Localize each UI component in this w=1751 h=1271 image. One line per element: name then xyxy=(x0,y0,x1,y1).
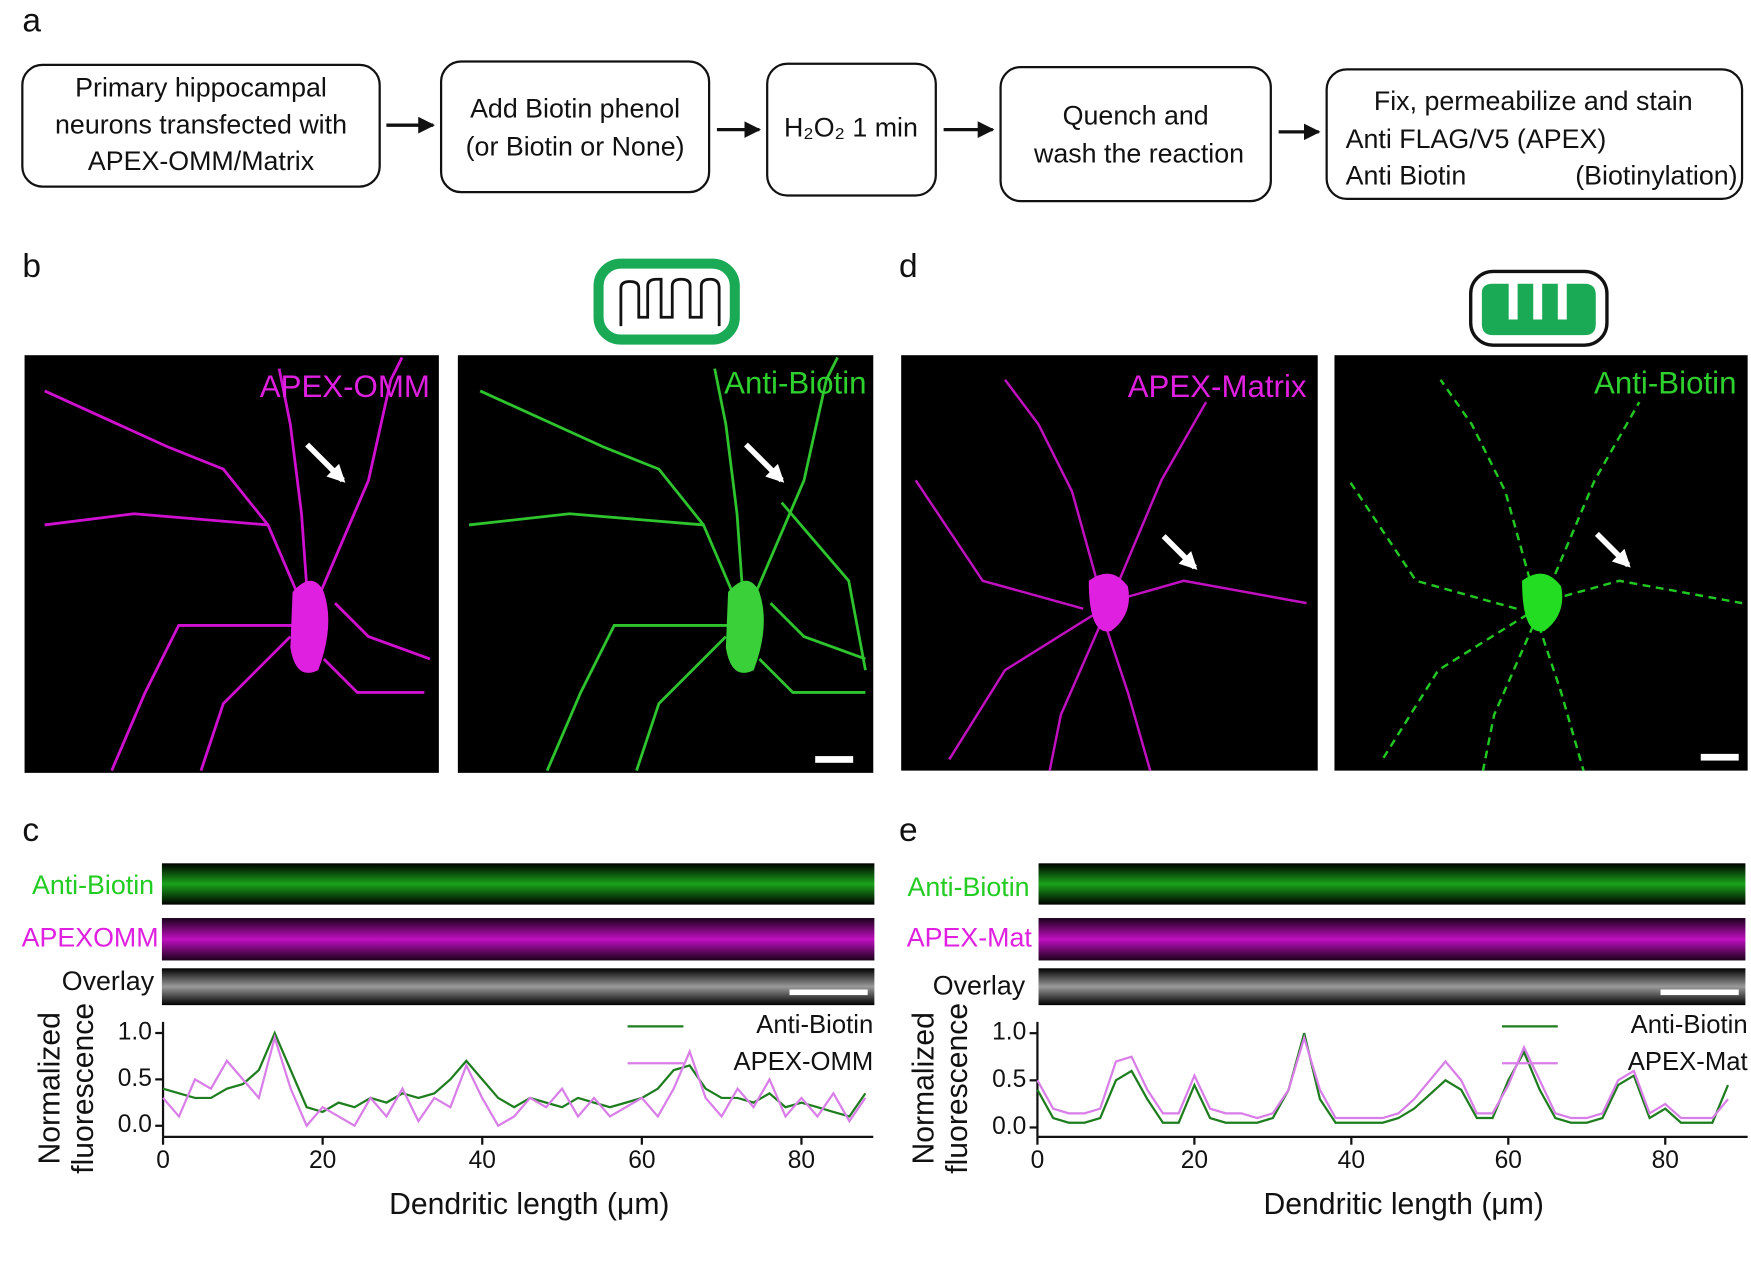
strip-label: Overlay xyxy=(62,966,155,996)
y-axis-label: fluorescence xyxy=(941,1003,974,1174)
legend-label: Anti-Biotin xyxy=(756,1011,873,1039)
x-tick-label: 80 xyxy=(788,1147,815,1174)
step-text: Quench and xyxy=(1063,100,1209,130)
y-tick-label: 1.0 xyxy=(992,1019,1026,1046)
x-tick-label: 40 xyxy=(469,1147,496,1174)
y-tick-label: 0.0 xyxy=(992,1113,1026,1140)
y-tick-label: 0.5 xyxy=(992,1066,1026,1093)
panel-label: a xyxy=(22,2,41,39)
image-label: APEX-OMM xyxy=(260,369,430,404)
step-text: APEX-OMM/Matrix xyxy=(88,146,315,176)
step-box xyxy=(1325,68,1744,200)
y-axis-label: Normalized xyxy=(33,1012,66,1164)
x-tick-label: 20 xyxy=(1181,1147,1208,1174)
step-text: Primary hippocampal xyxy=(75,73,327,103)
strips: Anti-Biotin APEX-Mat Overlay xyxy=(907,863,1746,1006)
panel-label: b xyxy=(22,248,41,285)
x-tick-label: 60 xyxy=(628,1147,655,1174)
step-text: wash the reaction xyxy=(1033,138,1244,168)
image-label: APEX-Matrix xyxy=(1128,369,1307,404)
flowchart: Primary hippocampal neurons transfected … xyxy=(21,60,1744,203)
micrograph: Anti-Biotin xyxy=(1334,355,1748,771)
legend-label: APEX-OMM xyxy=(733,1048,873,1076)
mito-icon-matrix xyxy=(1469,269,1609,347)
x-tick-label: 20 xyxy=(309,1147,336,1174)
micrograph: APEX-Matrix xyxy=(901,355,1318,771)
step-box xyxy=(439,60,711,194)
y-tick-label: 1.0 xyxy=(118,1018,152,1045)
x-tick-label: 0 xyxy=(1031,1147,1045,1174)
image-label: Anti-Biotin xyxy=(724,366,866,401)
strips: Anti-Biotin APEXOMM Overlay xyxy=(22,863,875,1006)
strip-label: APEX-Mat xyxy=(907,922,1033,952)
step-text: Add Biotin phenol xyxy=(470,94,680,124)
y-axis-label: Normalized xyxy=(908,1012,941,1164)
y-axis-label: fluorescence xyxy=(67,1003,100,1174)
mito-icon-omm xyxy=(593,258,740,345)
micrograph: APEX-OMM xyxy=(24,355,439,773)
x-tick-label: 0 xyxy=(156,1147,170,1174)
step-box xyxy=(766,62,937,197)
micrograph: Anti-Biotin xyxy=(457,355,874,773)
data-line xyxy=(1036,1034,1729,1120)
step-box xyxy=(21,63,381,188)
legend-label: APEX-Mat xyxy=(1628,1048,1748,1076)
strip-label: Anti-Biotin xyxy=(32,870,154,900)
step-text: neurons transfected with xyxy=(55,109,347,139)
strip-label: APEXOMM xyxy=(22,922,159,952)
strip-label: Overlay xyxy=(933,970,1026,1000)
panel-label: d xyxy=(899,248,918,285)
x-tick-label: 60 xyxy=(1495,1147,1522,1174)
x-tick-label: 80 xyxy=(1652,1147,1679,1174)
image-label: Anti-Biotin xyxy=(1594,366,1736,401)
step-text: Anti Biotin xyxy=(1346,161,1467,191)
step-text: (Biotinylation) xyxy=(1575,161,1737,191)
step-text: Fix, permeabilize and stain xyxy=(1374,86,1693,116)
x-axis-label: Dendritic length (μm) xyxy=(389,1188,669,1221)
legend-label: Anti-Biotin xyxy=(1631,1011,1748,1039)
x-axis-label: Dendritic length (μm) xyxy=(1264,1188,1544,1221)
strip-label: Anti-Biotin xyxy=(907,872,1029,902)
step-text: (or Biotin or None) xyxy=(466,132,685,162)
y-tick-label: 0.5 xyxy=(118,1065,152,1092)
y-tick-label: 0.0 xyxy=(118,1111,152,1138)
panel-label: e xyxy=(899,812,918,849)
panel-label: c xyxy=(22,812,39,849)
step-text: Anti FLAG/V5 (APEX) xyxy=(1346,124,1607,154)
x-tick-label: 40 xyxy=(1338,1147,1365,1174)
step-box xyxy=(999,65,1272,203)
data-line xyxy=(1036,1032,1730,1124)
step-text: H₂O₂ 1 min xyxy=(784,113,918,143)
data-line xyxy=(162,1033,867,1128)
